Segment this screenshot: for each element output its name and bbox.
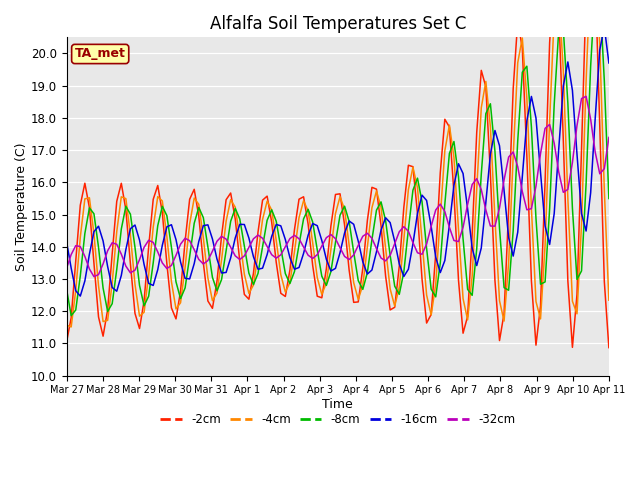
X-axis label: Time: Time xyxy=(323,398,353,411)
Text: TA_met: TA_met xyxy=(75,48,125,60)
Y-axis label: Soil Temperature (C): Soil Temperature (C) xyxy=(15,142,28,271)
Title: Alfalfa Soil Temperatures Set C: Alfalfa Soil Temperatures Set C xyxy=(209,15,466,33)
Legend: -2cm, -4cm, -8cm, -16cm, -32cm: -2cm, -4cm, -8cm, -16cm, -32cm xyxy=(156,408,520,431)
